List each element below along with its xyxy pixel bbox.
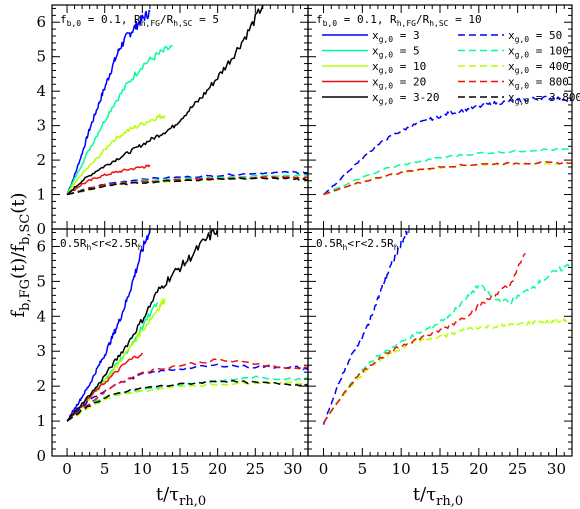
y-tick-label: 0 — [36, 220, 46, 238]
panel-frame — [51, 4, 309, 230]
y-tick-label: 6 — [36, 237, 46, 255]
y-tick-label: 4 — [36, 307, 46, 325]
y-tick-label: 5 — [36, 48, 46, 66]
y-tick-label: 3 — [36, 117, 46, 135]
legend-label-10: xg,0 = 10 — [372, 60, 426, 75]
legend-label-5: xg,0 = 5 — [372, 45, 420, 60]
series-line-800-dashed — [323, 161, 572, 196]
series-group — [322, 229, 572, 425]
y-tick-label: 2 — [36, 151, 46, 169]
panel-frame — [307, 228, 573, 457]
series-line-50-dashed — [66, 170, 308, 196]
y-tick-label: 0 — [36, 447, 46, 465]
y-tick-label: 1 — [36, 412, 46, 430]
panel-bottom-left: 0 1 2 3 4 5 6 0 5 10 15 20 25 30 0.5Rh<r<2.5Rh — [36, 228, 309, 478]
series-line-3-solid — [66, 9, 151, 195]
y-axis-title: fb,FG(t)/fb,SC(t) — [8, 192, 33, 317]
x-axis-title-left: t/τrh,0 — [156, 484, 206, 509]
y-tick-label: 3 — [36, 342, 46, 360]
x-axis-title-right: t/τrh,0 — [413, 484, 463, 509]
series-line-10-solid — [66, 113, 166, 195]
x-tick-label: 20 — [208, 460, 227, 478]
series-line-20-solid — [66, 164, 151, 196]
x-tick-label: 15 — [170, 460, 189, 478]
series-line-400-dashed — [66, 380, 308, 422]
panel-bottom-right: 0 5 10 15 20 25 30 0.5Rh<r<2.5Rh — [307, 228, 573, 478]
series-line-3-20-solid — [66, 5, 264, 196]
legend-label-3-800: xg,0 = 3-800 — [508, 91, 580, 106]
series-line-100-dashed — [322, 263, 572, 424]
legend-label-3-20: xg,0 = 3-20 — [372, 91, 439, 106]
series-line-3-800-dashed — [66, 379, 308, 422]
x-tick-label: 5 — [100, 460, 110, 478]
panel-frame — [51, 228, 309, 457]
panels: 0 1 2 3 4 5 6 fb,0 = 0.1, Rh,FG/Rh,SC = 5 fb,0 =… — [36, 4, 580, 478]
y-tick-label: 5 — [36, 272, 46, 290]
legend-label-50: xg,0 = 50 — [508, 29, 562, 44]
legend-label-20: xg,0 = 20 — [372, 76, 426, 91]
series-line-400-dashed — [323, 161, 572, 196]
x-tick-label: 25 — [246, 460, 265, 478]
x-tick-label: 25 — [508, 460, 527, 478]
series-line-800-dashed — [322, 252, 526, 424]
legend-label-400: xg,0 = 400 — [508, 60, 569, 75]
series-line-3-800-dashed — [66, 176, 308, 196]
series-group — [66, 229, 308, 422]
series-line-100-dashed — [66, 375, 308, 422]
series-line-50-dashed — [323, 95, 572, 196]
series-group — [66, 5, 308, 196]
legend-label-800: xg,0 = 800 — [508, 76, 569, 91]
y-tick-label: 1 — [36, 186, 46, 204]
series-line-100-dashed — [323, 147, 572, 196]
y-tick-label: 6 — [36, 13, 46, 31]
series-line-50-dashed — [322, 229, 409, 425]
x-tick-label: 0 — [319, 460, 329, 478]
series-group — [323, 95, 572, 196]
series-line-3-solid — [66, 229, 151, 422]
x-tick-label: 10 — [392, 460, 411, 478]
x-tick-label: 30 — [547, 460, 566, 478]
panel-top-left: 0 1 2 3 4 5 6 fb,0 = 0.1, Rh,FG/Rh,SC = 5 — [36, 4, 309, 238]
series-line-3-20-solid — [66, 229, 219, 422]
series-line-50-dashed — [66, 363, 308, 422]
panel-annotation: 0.5Rh<r<2.5Rh — [60, 237, 143, 252]
y-tick-label: 4 — [36, 82, 46, 100]
x-tick-label: 20 — [469, 460, 488, 478]
series-line-5-solid — [66, 44, 173, 195]
series-line-400-dashed — [322, 318, 572, 424]
legend-label-3: xg,0 = 3 — [372, 29, 420, 44]
legend-label-100: xg,0 = 100 — [508, 45, 569, 60]
x-tick-label: 15 — [430, 460, 449, 478]
x-tick-label: 0 — [62, 460, 72, 478]
panel-annotation: 0.5Rh<r<2.5Rh — [316, 237, 399, 252]
y-tick-label: 2 — [36, 377, 46, 395]
x-tick-label: 10 — [133, 460, 152, 478]
x-tick-label: 30 — [283, 460, 302, 478]
panel-annotation: fb,0 = 0.1, Rh,FG/Rh,SC = 10 — [316, 13, 482, 28]
panel-annotation: fb,0 = 0.1, Rh,FG/Rh,SC = 5 — [60, 13, 219, 28]
x-tick-label: 5 — [358, 460, 368, 478]
series-line-800-dashed — [66, 358, 308, 422]
